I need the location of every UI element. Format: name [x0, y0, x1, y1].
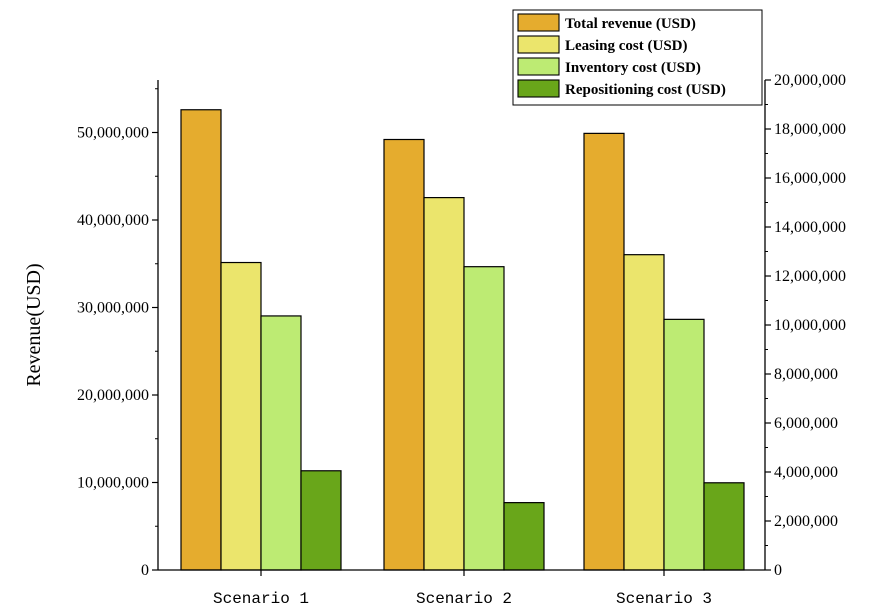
- bar-2-1: [220, 261, 262, 571]
- legend-swatch-3: [517, 57, 560, 76]
- left-tick-label-1: 10,000,000: [77, 475, 149, 492]
- bar-3-3: [663, 318, 705, 571]
- bar-1-3: [583, 132, 625, 571]
- legend-label-4: Repositioning cost (USD): [565, 82, 726, 98]
- bars-group: [180, 109, 745, 571]
- right-tick-label-1: 2,000,000: [774, 513, 838, 530]
- bar-3-1: [260, 315, 302, 571]
- bar-4-1: [300, 470, 342, 571]
- right-tick-label-8: 16,000,000: [774, 170, 846, 187]
- legend-swatch-4: [517, 79, 560, 98]
- y-axis-label: Revenue(USD): [23, 263, 45, 386]
- right-tick-label-4: 8,000,000: [774, 366, 838, 383]
- left-tick-label-0: 0: [141, 562, 149, 579]
- right-tick-label-7: 14,000,000: [774, 219, 846, 236]
- bar-3-2: [463, 266, 505, 571]
- right-tick-label-3: 6,000,000: [774, 415, 838, 432]
- legend: Total revenue (USD) Leasing cost (USD) Inv…: [512, 9, 763, 106]
- x-tick-label-0: Scenario 1: [213, 590, 309, 608]
- x-tick-label-1: Scenario 2: [416, 590, 512, 608]
- bar-1-1: [180, 109, 222, 571]
- bar-2-2: [423, 197, 465, 571]
- left-tick-label-4: 40,000,000: [77, 212, 149, 229]
- right-tick-label-9: 18,000,000: [774, 121, 846, 138]
- legend-label-2: Leasing cost (USD): [565, 38, 688, 54]
- right-tick-label-6: 12,000,000: [774, 268, 846, 285]
- bar-4-2: [503, 502, 545, 571]
- legend-label-3: Inventory cost (USD): [565, 60, 701, 76]
- axes-group: 0 10,000,000 20,000,000 30,000,000 40,000,00…: [77, 72, 846, 608]
- right-tick-label-10: 20,000,000: [774, 72, 846, 89]
- legend-swatch-2: [517, 35, 560, 54]
- left-tick-label-5: 50,000,000: [77, 125, 149, 142]
- bar-1-2: [383, 138, 425, 571]
- left-tick-label-2: 20,000,000: [77, 387, 149, 404]
- legend-swatch-1: [517, 13, 560, 32]
- right-tick-label-0: 0: [774, 562, 782, 579]
- bar-2-3: [623, 254, 665, 571]
- x-tick-label-2: Scenario 3: [616, 590, 712, 608]
- bar-4-3: [703, 482, 745, 571]
- left-tick-label-3: 30,000,000: [77, 300, 149, 317]
- right-tick-label-2: 4,000,000: [774, 464, 838, 481]
- right-tick-label-5: 10,000,000: [774, 317, 846, 334]
- legend-label-1: Total revenue (USD): [565, 16, 696, 32]
